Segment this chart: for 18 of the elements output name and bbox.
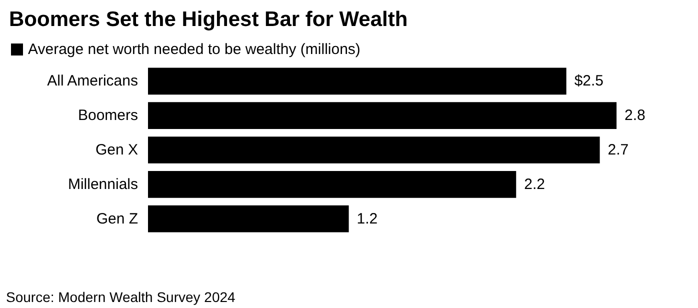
source-note: Source: Modern Wealth Survey 2024 xyxy=(6,289,236,305)
bar xyxy=(148,205,349,232)
legend-label: Average net worth needed to be wealthy (millions) xyxy=(28,41,360,58)
data-label: $2.5 xyxy=(574,72,604,90)
bar xyxy=(148,136,600,164)
y-tick-label: All Americans xyxy=(47,72,138,90)
data-label: 2.8 xyxy=(624,107,646,124)
y-tick-label: Boomers xyxy=(78,107,138,124)
y-tick-label: Gen X xyxy=(95,142,138,158)
chart-title: Boomers Set the Highest Bar for Wealth xyxy=(9,8,408,31)
bar xyxy=(148,68,566,95)
y-tick-label: Gen Z xyxy=(96,210,138,228)
bar xyxy=(148,170,516,198)
data-label: 2.2 xyxy=(524,176,545,193)
bar xyxy=(148,102,617,130)
data-label: 1.2 xyxy=(356,210,378,228)
data-label: 2.7 xyxy=(608,142,629,158)
y-tick-label: Millennials xyxy=(68,176,138,193)
